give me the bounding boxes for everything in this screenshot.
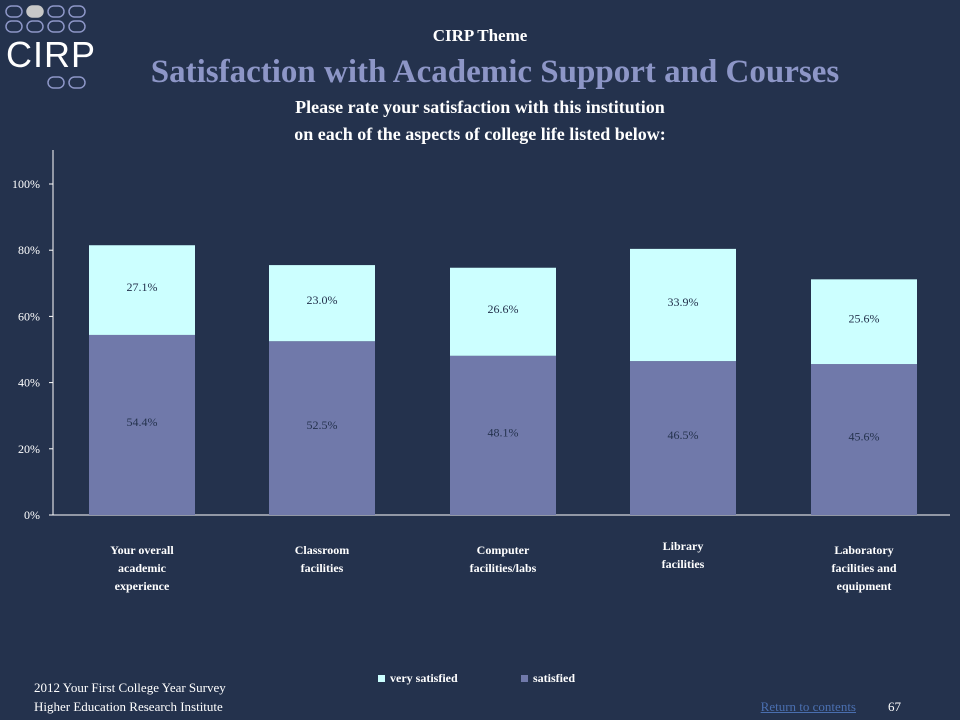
data-label: 27.1%: [127, 280, 158, 294]
x-category-label-line: Computer: [476, 543, 530, 557]
x-category-label-line: facilities/labs: [469, 561, 537, 575]
bar-segment-very-satisfied: [269, 265, 375, 342]
theme-label: CIRP Theme: [432, 26, 528, 45]
x-category-label: Classroom facilities: [262, 541, 382, 577]
data-label: 23.0%: [307, 293, 338, 307]
x-category-label: Laboratory facilities and equipment: [804, 541, 924, 595]
return-to-contents-link[interactable]: Return to contents: [760, 699, 856, 714]
x-category-label-line: facilities: [661, 557, 705, 571]
footer-institute: Higher Education Research Institute: [34, 699, 223, 714]
legend-item-very-satisfied: very satisfied: [378, 671, 458, 686]
data-label: 54.4%: [127, 415, 158, 429]
question-line-1: Please rate your satisfaction with this …: [295, 97, 665, 117]
data-label: 46.5%: [668, 428, 699, 442]
x-category-label-line: academic: [118, 561, 166, 575]
bar-segment-satisfied: [630, 361, 736, 515]
bar-segment-satisfied: [811, 364, 917, 515]
y-tick-label: 40%: [18, 376, 40, 390]
legend-label-very-satisfied: very satisfied: [390, 671, 458, 685]
y-tick-label: 80%: [18, 243, 40, 257]
bar-segment-very-satisfied: [89, 245, 195, 335]
stacked-bar-chart: 0% 20% 40% 60% 80% 100% 54.4% 27.1% 52.5% 23.0% 48…: [12, 150, 950, 522]
legend-label-satisfied: satisfied: [533, 671, 575, 685]
x-category-label-line: Laboratory: [834, 543, 894, 557]
y-tick-label: 100%: [12, 177, 40, 191]
cirp-logo: [5, 5, 86, 89]
bar-segment-satisfied: [450, 355, 556, 515]
data-label: 25.6%: [849, 312, 880, 326]
x-category-label-line: facilities and: [831, 561, 897, 575]
x-category-label-line: facilities: [300, 561, 344, 575]
bar-segment-very-satisfied: [811, 279, 917, 365]
x-category-label: Library facilities: [623, 537, 743, 573]
data-label: 26.6%: [488, 302, 519, 316]
y-tick-label: 0%: [24, 508, 40, 522]
bar-segment-satisfied: [89, 334, 195, 515]
x-category-label-line: Your overall: [110, 543, 174, 557]
y-tick-label: 60%: [18, 309, 40, 323]
y-tick-label: 20%: [18, 442, 40, 456]
x-category-label: Your overall academic experience: [82, 541, 202, 595]
legend-swatch-satisfied: [521, 675, 528, 682]
data-label: 52.5%: [307, 418, 338, 432]
page-title: Satisfaction with Academic Support and C…: [150, 54, 840, 90]
legend-swatch-very-satisfied: [378, 675, 385, 682]
data-label: 45.6%: [849, 430, 880, 444]
x-category-label-line: Library: [662, 539, 704, 553]
x-category-label-line: equipment: [836, 579, 892, 593]
bar-segment-satisfied: [269, 341, 375, 515]
x-category-label: Computer facilities/labs: [443, 541, 563, 577]
footer-survey: 2012 Your First College Year Survey: [34, 680, 226, 695]
logo-text: CIRP: [6, 34, 97, 75]
question-line-2: on each of the aspects of college life l…: [294, 124, 666, 144]
x-category-label-line: Classroom: [294, 543, 350, 557]
question-text: Please rate your satisfaction with this …: [0, 94, 960, 148]
data-label: 33.9%: [668, 295, 699, 309]
legend-item-satisfied: satisfied: [521, 671, 575, 686]
bar-segment-very-satisfied: [630, 248, 736, 362]
data-label: 48.1%: [488, 425, 519, 439]
bar-segment-very-satisfied: [450, 267, 556, 356]
x-category-label-line: experience: [114, 579, 170, 593]
page-number: 67: [888, 699, 901, 714]
